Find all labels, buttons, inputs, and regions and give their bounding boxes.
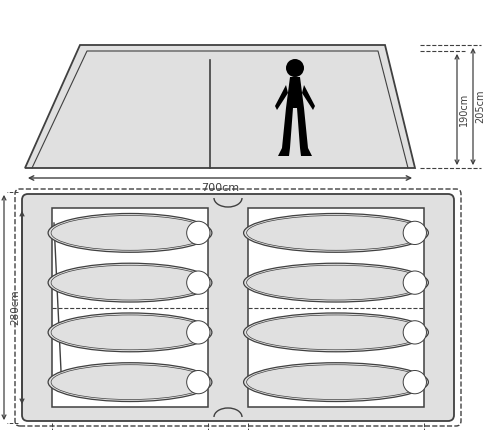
Ellipse shape (48, 363, 212, 402)
Polygon shape (302, 85, 315, 110)
Polygon shape (25, 45, 415, 168)
Ellipse shape (186, 221, 210, 245)
Polygon shape (278, 148, 290, 156)
Ellipse shape (403, 321, 426, 344)
Polygon shape (286, 77, 304, 108)
Ellipse shape (48, 313, 212, 352)
Circle shape (286, 59, 304, 77)
Ellipse shape (186, 271, 210, 294)
FancyBboxPatch shape (22, 194, 454, 421)
Text: 190cm: 190cm (459, 93, 469, 126)
Ellipse shape (403, 271, 426, 294)
Text: 280cm: 280cm (10, 290, 20, 326)
Ellipse shape (244, 213, 428, 252)
Text: 300cm: 300cm (0, 290, 1, 325)
Polygon shape (297, 108, 308, 148)
Ellipse shape (244, 363, 428, 402)
Ellipse shape (244, 313, 428, 352)
Ellipse shape (186, 321, 210, 344)
Polygon shape (300, 148, 312, 156)
Ellipse shape (48, 213, 212, 252)
Polygon shape (282, 108, 293, 148)
Ellipse shape (186, 371, 210, 394)
Polygon shape (275, 85, 288, 110)
Text: 205cm: 205cm (475, 90, 485, 123)
Polygon shape (248, 208, 424, 407)
Ellipse shape (403, 221, 426, 245)
Ellipse shape (244, 263, 428, 302)
Ellipse shape (48, 263, 212, 302)
Text: 700cm: 700cm (201, 183, 239, 193)
Polygon shape (52, 208, 208, 407)
Ellipse shape (403, 371, 426, 394)
